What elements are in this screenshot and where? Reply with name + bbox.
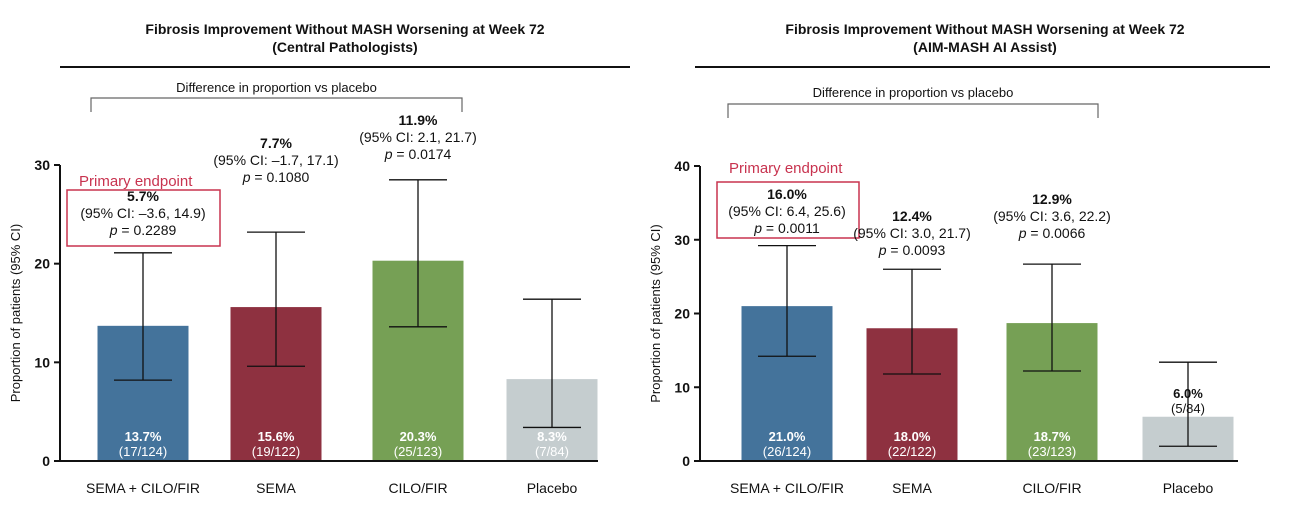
difference-ci: (95% CI: 2.1, 21.7) [359, 129, 477, 145]
difference-value: 12.9% [1032, 191, 1072, 207]
y-axis-label: Proportion of patients (95% CI) [8, 224, 23, 402]
bar-count-label: (7/84) [535, 444, 569, 459]
y-tick-label: 30 [34, 157, 50, 173]
chart-svg-central: 0 10 20 30 Proportion of patients (95% CI) SE… [8, 66, 630, 496]
y-tick-label: 10 [674, 379, 690, 395]
bar-count-label: (26/124) [763, 444, 811, 459]
category-label: CILO/FIR [1022, 480, 1081, 496]
bar-value-label: 20.3% [400, 429, 437, 444]
category-label: SEMA + CILO/FIR [86, 480, 200, 496]
bracket-label: Difference in proportion vs placebo [176, 80, 377, 95]
y-tick-label: 40 [674, 158, 690, 174]
comparison-bracket [90, 97, 463, 112]
chart-title: Fibrosis Improvement Without MASH Worsen… [700, 20, 1270, 56]
bar-value-label: 18.7% [1034, 429, 1071, 444]
difference-value: 5.7% [127, 188, 159, 204]
difference-ci: (95% CI: –1.7, 17.1) [213, 152, 338, 168]
difference-ci: (95% CI: –3.6, 14.9) [80, 205, 205, 221]
primary-endpoint-label: Primary endpoint [79, 173, 193, 190]
difference-p-value: p = 0.2289 [109, 222, 177, 238]
difference-ci: (95% CI: 6.4, 25.6) [728, 203, 846, 219]
chart-title-line1: Fibrosis Improvement Without MASH Worsen… [785, 21, 1185, 37]
bar-count-label: (5/84) [1171, 401, 1205, 416]
comparison-bracket [727, 103, 1099, 118]
y-tick-label: 20 [674, 306, 690, 322]
difference-p-value: p = 0.1080 [242, 169, 310, 185]
y-tick-label: 0 [682, 453, 690, 469]
primary-endpoint-box [66, 189, 221, 247]
chart-svg-ai-assist: 0 10 20 30 40 Proportion of patients (95% CI)… [648, 66, 1270, 496]
y-tick-label: 0 [42, 453, 50, 469]
difference-value: 11.9% [399, 112, 438, 128]
bar-value-label: 18.0% [894, 429, 931, 444]
chart-panel-central: Fibrosis Improvement Without MASH Worsen… [8, 20, 630, 496]
bar-count-label: (17/124) [119, 444, 167, 459]
bar-count-label: (23/123) [1028, 444, 1076, 459]
category-label: SEMA [256, 480, 296, 496]
chart-title-line2: (AIM-MASH AI Assist) [913, 39, 1057, 55]
difference-p-value: p = 0.0174 [384, 146, 452, 162]
bar-value-label: 6.0% [1173, 386, 1203, 401]
category-label: Placebo [527, 480, 578, 496]
primary-endpoint-label: Primary endpoint [729, 160, 843, 177]
difference-p-value: p = 0.0093 [878, 242, 946, 258]
bar-count-label: (19/122) [252, 444, 300, 459]
difference-p-value: p = 0.0066 [1018, 225, 1086, 241]
y-tick-label: 20 [34, 256, 50, 272]
bar-value-label: 13.7% [125, 429, 162, 444]
category-label: SEMA + CILO/FIR [730, 480, 844, 496]
chart-title-line2: (Central Pathologists) [272, 39, 418, 55]
category-label: CILO/FIR [388, 480, 447, 496]
difference-value: 7.7% [260, 135, 292, 151]
bar-count-label: (22/122) [888, 444, 936, 459]
chart-panel-ai-assist: Fibrosis Improvement Without MASH Worsen… [640, 0, 1293, 512]
bar-value-label: 8.3% [537, 429, 567, 444]
difference-ci: (95% CI: 3.0, 21.7) [853, 225, 971, 241]
difference-p-value: p = 0.0011 [753, 220, 820, 236]
chart-title: Fibrosis Improvement Without MASH Worsen… [60, 20, 630, 56]
y-tick-label: 10 [34, 354, 50, 370]
bar-value-label: 21.0% [769, 429, 806, 444]
bar-count-label: (25/123) [394, 444, 442, 459]
y-axis-label: Proportion of patients (95% CI) [648, 224, 663, 402]
bracket-label: Difference in proportion vs placebo [813, 85, 1014, 100]
chart-title-line1: Fibrosis Improvement Without MASH Worsen… [145, 21, 545, 37]
y-tick-label: 30 [674, 232, 690, 248]
category-label: Placebo [1163, 480, 1214, 496]
difference-ci: (95% CI: 3.6, 22.2) [993, 208, 1111, 224]
primary-endpoint-box [716, 181, 860, 239]
category-label: SEMA [892, 480, 932, 496]
difference-value: 12.4% [892, 208, 932, 224]
difference-value: 16.0% [767, 186, 807, 202]
bar-value-label: 15.6% [258, 429, 295, 444]
